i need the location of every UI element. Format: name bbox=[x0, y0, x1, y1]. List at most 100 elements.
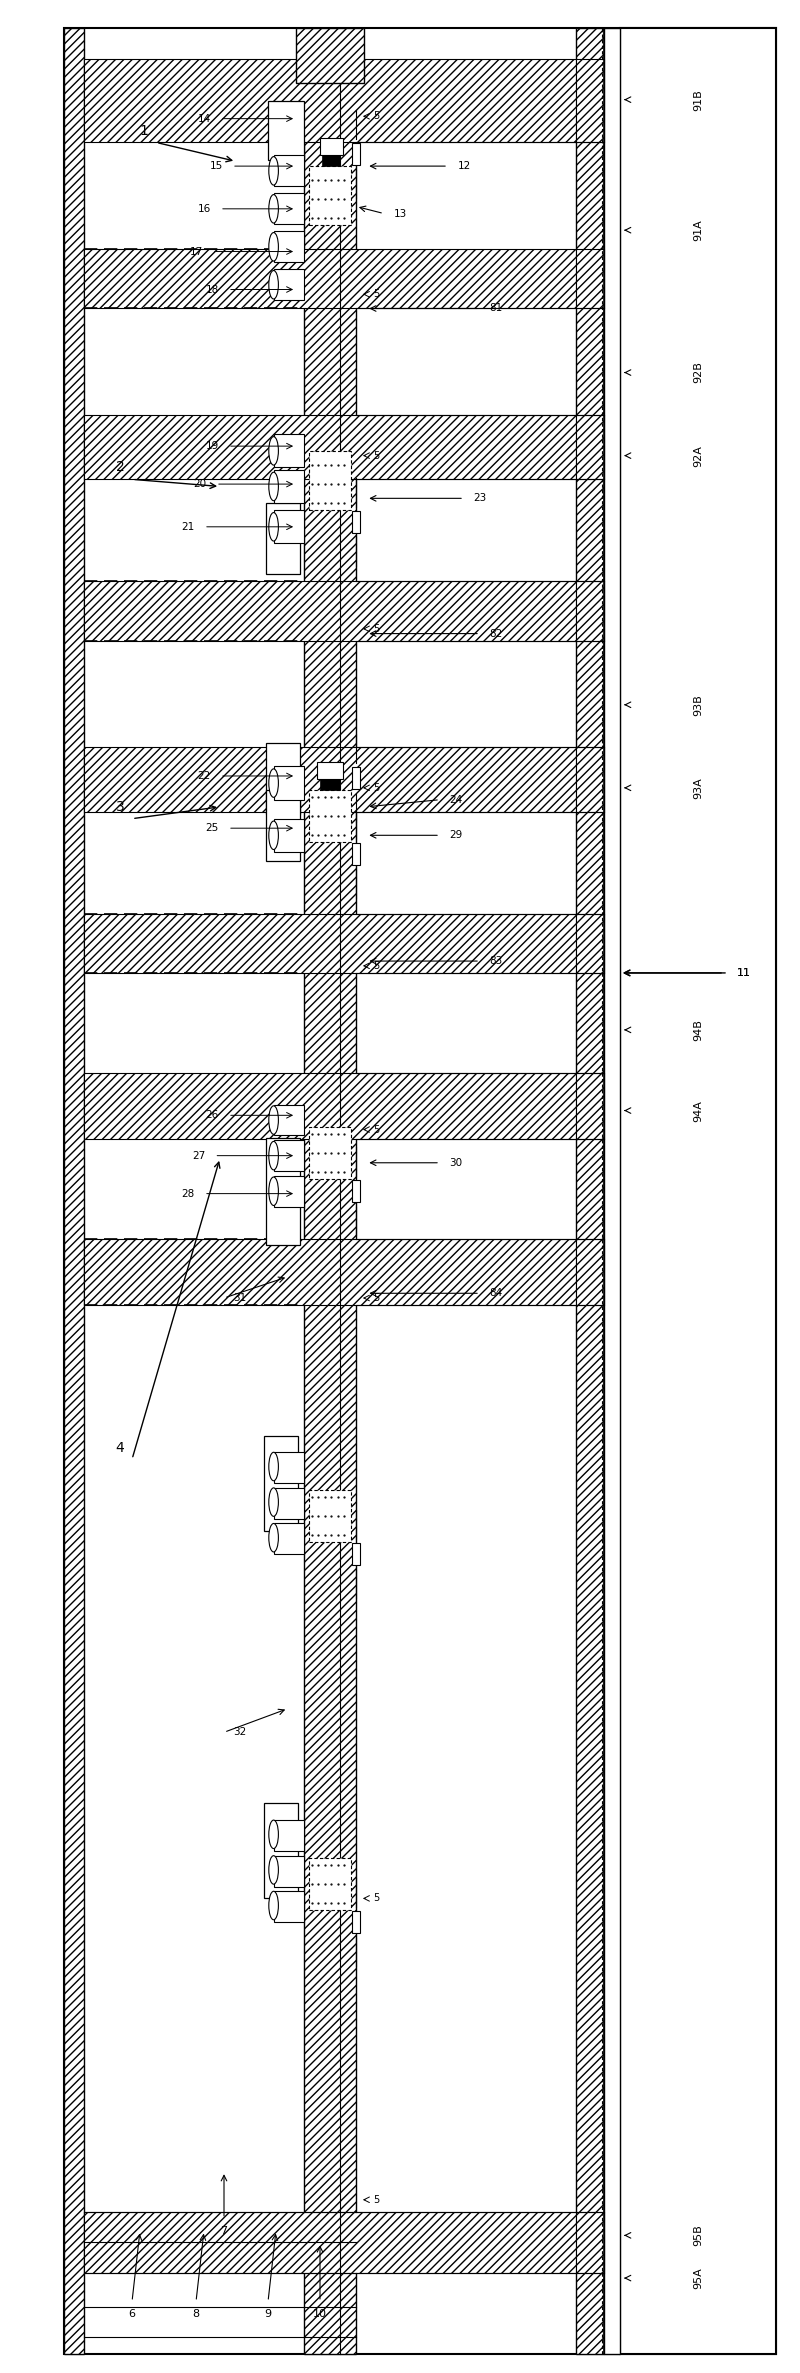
Bar bbox=[322, 154, 341, 166]
Circle shape bbox=[269, 1891, 278, 1920]
Circle shape bbox=[269, 769, 278, 797]
Bar bbox=[84, 914, 576, 973]
Text: 4: 4 bbox=[116, 1440, 124, 1455]
Text: 5: 5 bbox=[373, 290, 379, 299]
Bar bbox=[576, 415, 604, 479]
Text: 10: 10 bbox=[313, 2309, 327, 2318]
Bar bbox=[576, 747, 604, 812]
Bar bbox=[309, 1490, 351, 1542]
Bar bbox=[274, 1856, 304, 1887]
Text: 28: 28 bbox=[182, 1189, 194, 1198]
Bar bbox=[84, 59, 576, 142]
Text: 23: 23 bbox=[474, 494, 486, 503]
Bar bbox=[264, 1436, 298, 1531]
Text: 93B: 93B bbox=[693, 693, 703, 717]
Text: 5: 5 bbox=[373, 1894, 379, 1903]
Bar bbox=[274, 157, 304, 187]
Bar bbox=[84, 415, 576, 479]
Text: 5: 5 bbox=[373, 1125, 379, 1134]
Circle shape bbox=[269, 1523, 278, 1552]
Bar bbox=[317, 762, 342, 778]
Text: 82: 82 bbox=[490, 629, 502, 638]
Bar bbox=[576, 1073, 604, 1139]
Bar bbox=[309, 1127, 351, 1179]
Text: 19: 19 bbox=[206, 441, 218, 451]
Bar bbox=[576, 59, 604, 142]
Bar bbox=[268, 102, 304, 161]
Text: 5: 5 bbox=[373, 1293, 379, 1303]
Text: 81: 81 bbox=[490, 304, 502, 313]
Text: 91B: 91B bbox=[693, 88, 703, 112]
Bar bbox=[274, 233, 304, 263]
Bar bbox=[84, 1239, 576, 1305]
Bar bbox=[274, 510, 304, 543]
Circle shape bbox=[269, 157, 278, 185]
Bar bbox=[274, 1106, 304, 1137]
Bar bbox=[274, 1177, 304, 1208]
Bar bbox=[576, 1239, 604, 1305]
Bar bbox=[84, 1073, 576, 1139]
Text: 5: 5 bbox=[373, 451, 379, 460]
Bar bbox=[84, 747, 576, 812]
Text: 32: 32 bbox=[234, 1728, 246, 1737]
Text: 21: 21 bbox=[182, 522, 194, 532]
Bar bbox=[320, 138, 343, 154]
Circle shape bbox=[269, 1141, 278, 1170]
Bar bbox=[274, 1452, 304, 1483]
Text: 92A: 92A bbox=[693, 444, 703, 467]
Bar bbox=[84, 581, 576, 641]
Text: 92B: 92B bbox=[693, 361, 703, 384]
Bar bbox=[576, 249, 604, 308]
Bar bbox=[296, 28, 364, 83]
Bar bbox=[576, 28, 604, 2354]
Bar bbox=[604, 28, 620, 2354]
Text: 9: 9 bbox=[265, 2309, 271, 2318]
Circle shape bbox=[269, 472, 278, 501]
Bar bbox=[266, 503, 300, 574]
Text: 31: 31 bbox=[234, 1293, 246, 1303]
Bar bbox=[620, 28, 776, 2354]
Bar bbox=[274, 434, 304, 467]
Text: 25: 25 bbox=[206, 823, 218, 833]
Bar bbox=[274, 192, 304, 225]
Circle shape bbox=[269, 821, 278, 850]
Text: 11: 11 bbox=[737, 968, 751, 978]
Text: 13: 13 bbox=[394, 209, 406, 218]
Text: 22: 22 bbox=[198, 771, 210, 781]
Circle shape bbox=[269, 1488, 278, 1516]
Text: 14: 14 bbox=[198, 114, 210, 123]
Text: 15: 15 bbox=[210, 161, 222, 171]
Bar bbox=[309, 166, 351, 225]
Text: 95B: 95B bbox=[693, 2224, 703, 2247]
Bar bbox=[576, 2212, 604, 2273]
Text: 17: 17 bbox=[190, 247, 202, 256]
Text: 5: 5 bbox=[373, 2195, 379, 2205]
Bar bbox=[309, 451, 351, 510]
Text: 5: 5 bbox=[373, 624, 379, 634]
Circle shape bbox=[269, 1820, 278, 1849]
Text: 8: 8 bbox=[193, 2309, 199, 2318]
Bar bbox=[64, 28, 84, 2354]
Bar bbox=[274, 1891, 304, 1922]
Text: 20: 20 bbox=[194, 479, 206, 489]
Bar bbox=[274, 271, 304, 301]
Text: 26: 26 bbox=[206, 1111, 218, 1120]
Text: 29: 29 bbox=[450, 831, 462, 840]
Text: 11: 11 bbox=[737, 968, 751, 978]
Text: 94A: 94A bbox=[693, 1099, 703, 1122]
Text: 7: 7 bbox=[221, 2226, 227, 2235]
Bar bbox=[266, 743, 300, 814]
Bar bbox=[274, 1523, 304, 1554]
Text: 5: 5 bbox=[373, 112, 379, 121]
Bar bbox=[274, 1820, 304, 1851]
Bar bbox=[266, 790, 300, 861]
Bar bbox=[64, 28, 776, 2354]
Text: 5: 5 bbox=[373, 961, 379, 971]
Bar bbox=[576, 914, 604, 973]
Text: 30: 30 bbox=[450, 1158, 462, 1168]
Bar bbox=[274, 1488, 304, 1519]
Bar bbox=[576, 581, 604, 641]
Circle shape bbox=[269, 271, 278, 299]
Bar bbox=[274, 470, 304, 503]
Bar bbox=[84, 2212, 576, 2273]
